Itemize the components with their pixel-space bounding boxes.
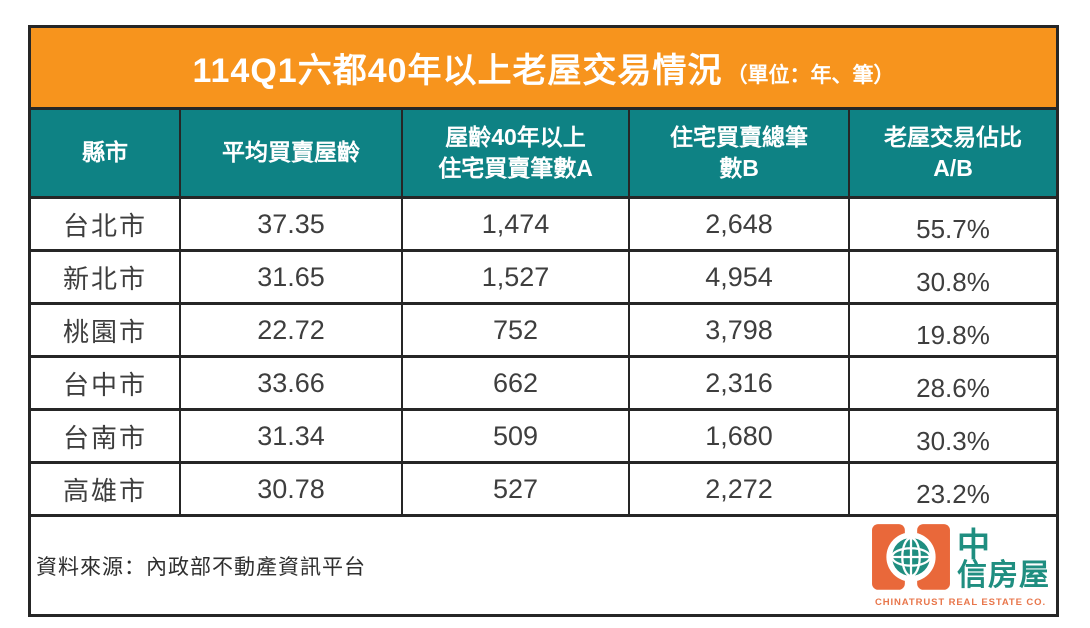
column-header-total-deals: 住宅買賣總筆 數B [628,110,848,196]
cell-old-deals: 662 [401,358,628,408]
column-header-avg-age: 平均買賣屋齡 [179,110,401,196]
logo-en-text: CHINATRUST REAL ESTATE CO. [874,597,1046,608]
title-unit-note: （單位：年、筆） [726,64,895,87]
logo-cn-text: 中 信房屋 [957,528,1050,591]
table-row: 台北市 37.35 1,474 2,648 55.7% [31,199,1056,252]
cell-ratio: 19.8% [848,305,1056,355]
cell-total-deals: 4,954 [628,252,848,302]
cell-total-deals: 2,648 [628,199,848,249]
cell-total-deals: 3,798 [628,305,848,355]
cell-city: 桃園市 [62,316,147,347]
chinatrust-globe-icon [872,524,950,590]
logo-cn-line1: 中 [957,525,990,563]
page-title: 114Q1六都40年以上老屋交易情況 [192,52,723,90]
cell-old-deals: 752 [401,305,628,355]
cell-city: 台南市 [62,422,147,453]
cell-old-deals: 1,527 [401,252,628,302]
cell-total-deals: 1,680 [628,411,848,461]
cell-old-deals: 509 [401,411,628,461]
table-footer: 資料來源：內政部不動產資訊平台 中 信房屋 CHINATRU [31,517,1056,614]
cell-total-deals: 2,272 [628,464,848,514]
table-row: 新北市 31.65 1,527 4,954 30.8% [31,252,1056,305]
table-header-row: 縣市 平均買賣屋齡 屋齡40年以上 住宅買賣筆數A 住宅買賣總筆 數B 老屋交易… [31,110,1056,199]
cell-total-deals: 2,316 [628,358,848,408]
column-header-city: 縣市 [82,139,128,166]
logo-cn-line2: 信房屋 [957,558,1050,592]
cell-city: 台中市 [62,369,147,400]
cell-avg-age: 33.66 [179,358,401,408]
logo-top: 中 信房屋 [871,523,1050,595]
cell-avg-age: 30.78 [179,464,401,514]
cell-avg-age: 37.35 [179,199,401,249]
title-bar: 114Q1六都40年以上老屋交易情況 （單位：年、筆） [31,28,1056,110]
cell-ratio: 30.8% [848,252,1056,302]
cell-ratio: 23.2% [848,464,1056,514]
cell-city: 高雄市 [62,475,147,506]
cell-avg-age: 31.65 [179,252,401,302]
cell-ratio: 55.7% [848,199,1056,249]
title-group: 114Q1六都40年以上老屋交易情況 （單位：年、筆） [192,43,894,92]
cell-ratio: 28.6% [848,358,1056,408]
table-row: 桃園市 22.72 752 3,798 19.8% [31,305,1056,358]
cell-avg-age: 31.34 [179,411,401,461]
chinatrust-logo: 中 信房屋 CHINATRUST REAL ESTATE CO. [871,523,1052,608]
cell-city: 台北市 [62,210,147,241]
table-row: 台南市 31.34 509 1,680 30.3% [31,411,1056,464]
source-note: 資料來源：內政部不動產資訊平台 [36,555,366,579]
cell-old-deals: 527 [401,464,628,514]
cell-avg-age: 22.72 [179,305,401,355]
cell-city: 新北市 [62,263,147,294]
column-header-old-deals: 屋齡40年以上 住宅買賣筆數A [401,110,628,196]
old-house-table: 114Q1六都40年以上老屋交易情況 （單位：年、筆） 縣市 平均買賣屋齡 屋齡… [28,25,1059,617]
cell-ratio: 30.3% [848,411,1056,461]
table-row: 高雄市 30.78 527 2,272 23.2% [31,464,1056,517]
table-row: 台中市 33.66 662 2,316 28.6% [31,358,1056,411]
column-header-ratio: 老屋交易佔比 A/B [848,110,1056,196]
cell-old-deals: 1,474 [401,199,628,249]
